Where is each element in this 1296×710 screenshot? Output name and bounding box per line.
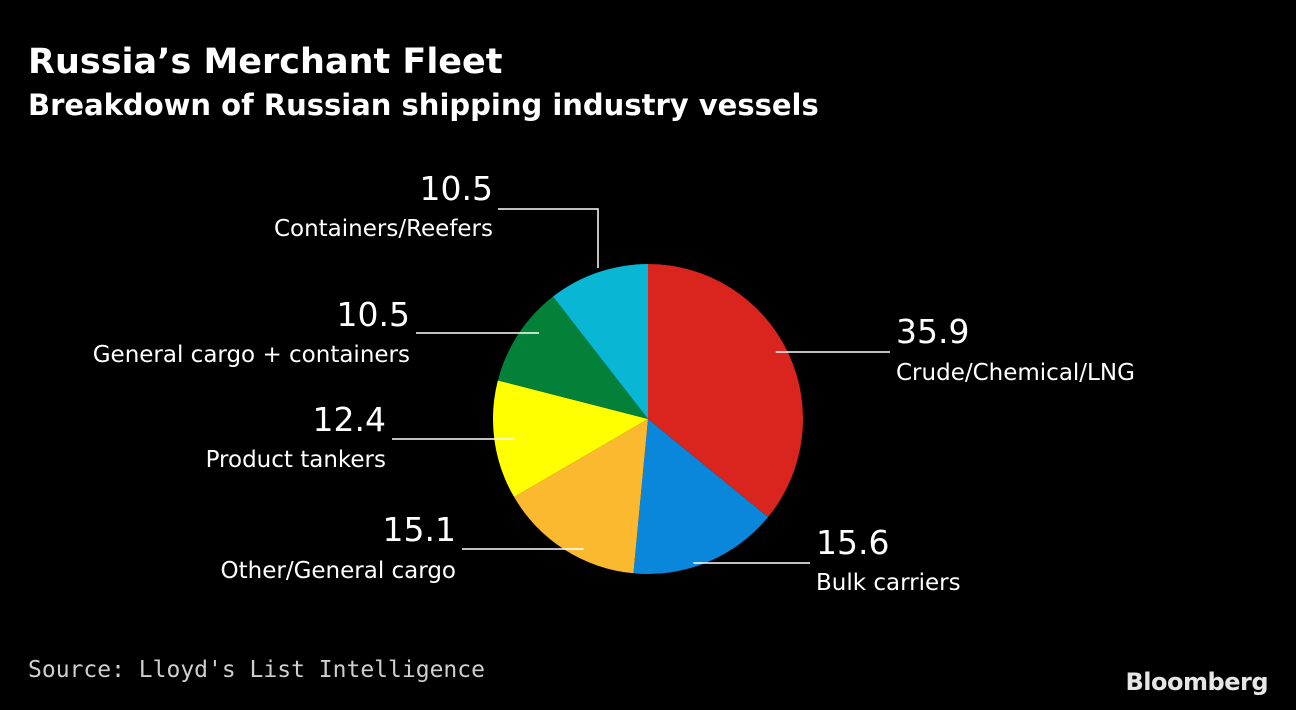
- data-label-category-crude-chemical-lng: Crude/Chemical/LNG: [896, 360, 1135, 386]
- pie-slices: [493, 264, 804, 575]
- data-label-value-other-general-cargo: 15.1: [383, 510, 456, 549]
- data-label-value-general-cargo-containers: 10.5: [337, 295, 410, 334]
- pie-slice-bulk-carriers: [633, 419, 769, 575]
- pie-slice-general-cargo-containers: [497, 296, 648, 419]
- data-label-value-crude-chemical-lng: 35.9: [896, 312, 969, 351]
- chart-subtitle: Breakdown of Russian shipping industry v…: [28, 88, 819, 122]
- data-label-value-containers-reefers: 10.5: [420, 169, 493, 208]
- leader-line-containers-reefers: [498, 208, 599, 268]
- source-note: Source: Lloyd's List Intelligence: [28, 657, 485, 683]
- data-label-value-product-tankers: 12.4: [313, 400, 386, 439]
- bloomberg-logo: Bloomberg: [1125, 668, 1269, 696]
- pie-slice-product-tankers: [493, 380, 648, 498]
- pie-slice-crude-chemical-lng: [648, 264, 804, 518]
- data-label-category-containers-reefers: Containers/Reefers: [274, 216, 493, 242]
- pie-slice-other-general-cargo: [514, 419, 648, 574]
- data-label-category-other-general-cargo: Other/General cargo: [221, 558, 456, 584]
- pie-labels: 35.9 Crude/Chemical/LNG 15.6 Bulk carriers 1…: [93, 169, 1135, 596]
- chart-title: Russia’s Merchant Fleet: [28, 42, 503, 82]
- pie-slice-containers-reefers: [552, 264, 648, 419]
- data-label-category-bulk-carriers: Bulk carriers: [816, 570, 961, 596]
- data-label-category-general-cargo-containers: General cargo + containers: [93, 342, 410, 368]
- data-label-value-bulk-carriers: 15.6: [816, 523, 889, 562]
- data-label-category-product-tankers: Product tankers: [206, 447, 386, 473]
